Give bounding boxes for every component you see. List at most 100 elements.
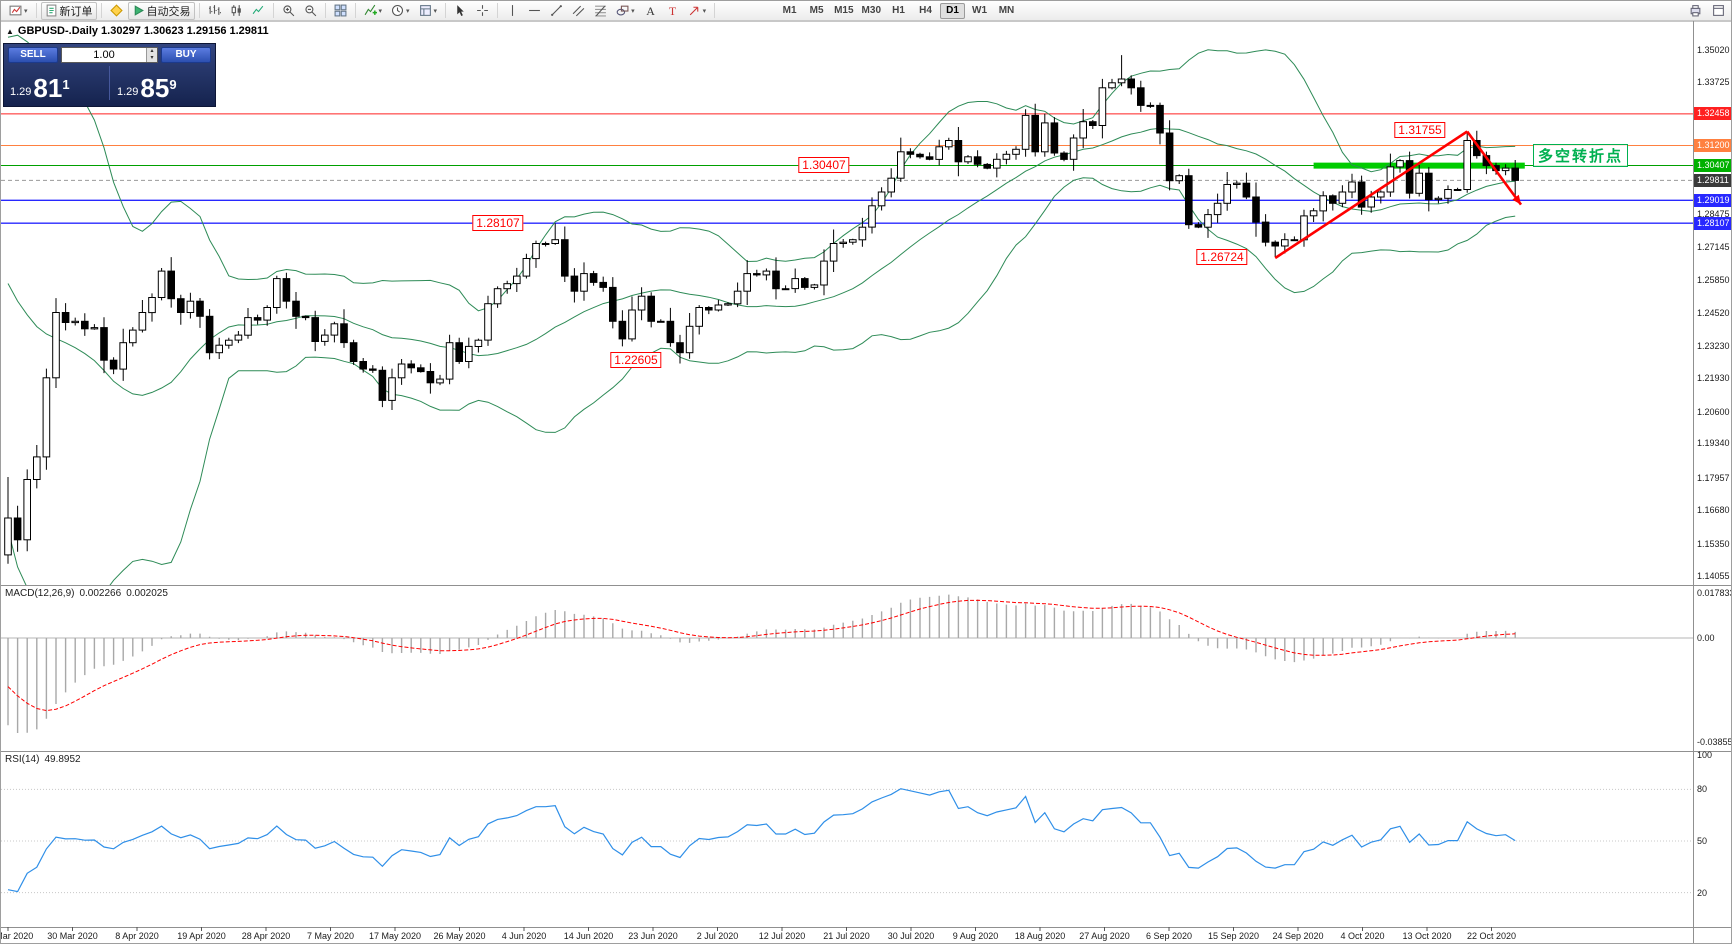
templates-button[interactable]: ▾: [415, 2, 442, 20]
timeframe-mn-button[interactable]: MN: [998, 5, 1015, 16]
new-order-button[interactable]: 新订单: [40, 1, 97, 20]
bar-chart-button[interactable]: [204, 2, 225, 20]
trendline-2[interactable]: [1466, 130, 1523, 206]
vline-icon: [506, 4, 519, 17]
volume-value: 1.00: [93, 49, 115, 61]
timeframe-m15-button[interactable]: M15: [834, 5, 854, 16]
buy-price: 1.29 85 9: [117, 73, 209, 103]
volume-field[interactable]: 1.00 ▴ ▾: [61, 47, 158, 63]
chart-title: ▲ GBPUSD-.Daily 1.30297 1.30623 1.29156 …: [6, 25, 269, 37]
timeframe-m1-button[interactable]: M1: [782, 5, 797, 16]
buy-price-big: 85: [140, 73, 170, 103]
toolbar-button-label: 新订单: [59, 5, 93, 18]
candlesticks: [4, 55, 1520, 564]
cursor-button[interactable]: [450, 2, 471, 20]
text-label-button[interactable]: T: [662, 2, 683, 20]
macd-histogram: [7, 594, 1516, 733]
macd-pane: [1, 594, 1693, 733]
trade-panel-controls: SELL 1.00 ▴ ▾ BUY: [4, 44, 215, 63]
toolbar-separator: [445, 3, 447, 18]
price-callout[interactable]: 1.30407: [798, 157, 850, 173]
price-callout[interactable]: 1.28107: [472, 215, 524, 231]
toolbar-separator: [324, 3, 326, 18]
chart-group: ▾: [5, 2, 32, 20]
one-click-trading-panel: SELL 1.00 ▴ ▾ BUY 1.29 81 1 1.29 85 9: [3, 43, 216, 107]
template-icon: [419, 4, 432, 17]
chart-window-icon: ▲: [6, 26, 14, 36]
horizontal-line-button[interactable]: [524, 2, 545, 20]
svg-text:A: A: [646, 4, 655, 17]
timeframe-m5-button[interactable]: M5: [809, 5, 824, 16]
buy-button[interactable]: BUY: [161, 47, 211, 63]
fibonacci-button[interactable]: [590, 2, 611, 20]
fibo-icon: [594, 4, 607, 17]
autotrading-button[interactable]: 自动交易: [127, 1, 195, 20]
trade-panel-quotes: 1.29 81 1 1.29 85 9: [4, 63, 215, 105]
panel-divider: [109, 66, 110, 100]
linechart-icon: [252, 4, 265, 17]
macd-label: MACD(12,26,9) 0.002266 0.002025: [5, 588, 173, 599]
shapes-icon: [616, 4, 629, 17]
volume-increase-button[interactable]: ▴: [147, 48, 157, 55]
shapes-button[interactable]: ▾: [612, 2, 639, 20]
indicators-button[interactable]: ▾: [360, 2, 387, 20]
tile-windows-button[interactable]: [330, 2, 351, 20]
textA-icon: A: [644, 4, 657, 17]
trendline-button[interactable]: [546, 2, 567, 20]
text-button[interactable]: A: [640, 2, 661, 20]
sell-price-sup: 1: [62, 77, 70, 92]
sell-price: 1.29 81 1: [10, 75, 102, 101]
timeframe-w1-button[interactable]: W1: [972, 5, 987, 16]
trendline-1[interactable]: [1274, 130, 1468, 260]
sell-button[interactable]: SELL: [8, 47, 58, 63]
textT-icon: T: [666, 4, 679, 17]
equidistant-channel-button[interactable]: [568, 2, 589, 20]
timeframe-d1-button[interactable]: D1: [940, 2, 965, 19]
dropdown-caret-icon: ▾: [433, 7, 438, 15]
candlestick-chart-button[interactable]: [226, 2, 247, 20]
trend-icon: [550, 4, 563, 17]
layout-icon: [1712, 4, 1725, 17]
timeframe-h1-button[interactable]: H1: [892, 5, 905, 16]
new-chart-button[interactable]: ▾: [5, 2, 32, 20]
zoomin-icon: [282, 4, 295, 17]
crosshair-button[interactable]: [472, 2, 493, 20]
periods-button[interactable]: ▾: [387, 2, 414, 20]
price-callout[interactable]: 1.22605: [610, 352, 662, 368]
metaeditor-button[interactable]: [106, 2, 127, 20]
bars-icon: [208, 4, 221, 17]
price-callout[interactable]: 1.31755: [1394, 122, 1446, 138]
toolbar-separator: [497, 3, 499, 18]
toolbar-separator: [100, 3, 102, 18]
toolbar-separator: [714, 3, 716, 18]
window-layout-button[interactable]: [1708, 2, 1729, 20]
print-button[interactable]: [1685, 2, 1706, 20]
zoom-in-button[interactable]: [278, 2, 299, 20]
dropdown-caret-icon: ▾: [702, 7, 707, 15]
zoomout-icon: [304, 4, 317, 17]
timeframe-h4-button[interactable]: H4: [919, 5, 932, 16]
bollinger-middle-band: [7, 127, 1516, 396]
channel-icon: [572, 4, 585, 17]
price-callout[interactable]: 1.26724: [1196, 249, 1248, 265]
volume-decrease-button[interactable]: ▾: [147, 55, 157, 62]
toolbar-separator: [35, 3, 37, 18]
bollinger-upper-band: [7, 34, 1516, 312]
bollinger-lower-band: [7, 177, 1516, 585]
line-chart-button[interactable]: [248, 2, 269, 20]
buy-price-small: 1.29: [117, 86, 139, 98]
vertical-line-button[interactable]: [502, 2, 523, 20]
arrows-button[interactable]: ▾: [684, 2, 711, 20]
cursor-icon: [454, 4, 467, 17]
candles-icon: [230, 4, 243, 17]
timeframe-m30-button[interactable]: M30: [861, 5, 881, 16]
zoom-out-button[interactable]: [300, 2, 321, 20]
hline-icon: [528, 4, 541, 17]
rsi-label: RSI(14) 49.8952: [5, 754, 86, 765]
tile-icon: [334, 4, 347, 17]
indicators-icon: [364, 4, 377, 17]
chart-annotation-text[interactable]: 多空转折点: [1533, 144, 1629, 167]
clock-icon: [391, 4, 404, 17]
order-group: 新订单: [40, 1, 97, 20]
